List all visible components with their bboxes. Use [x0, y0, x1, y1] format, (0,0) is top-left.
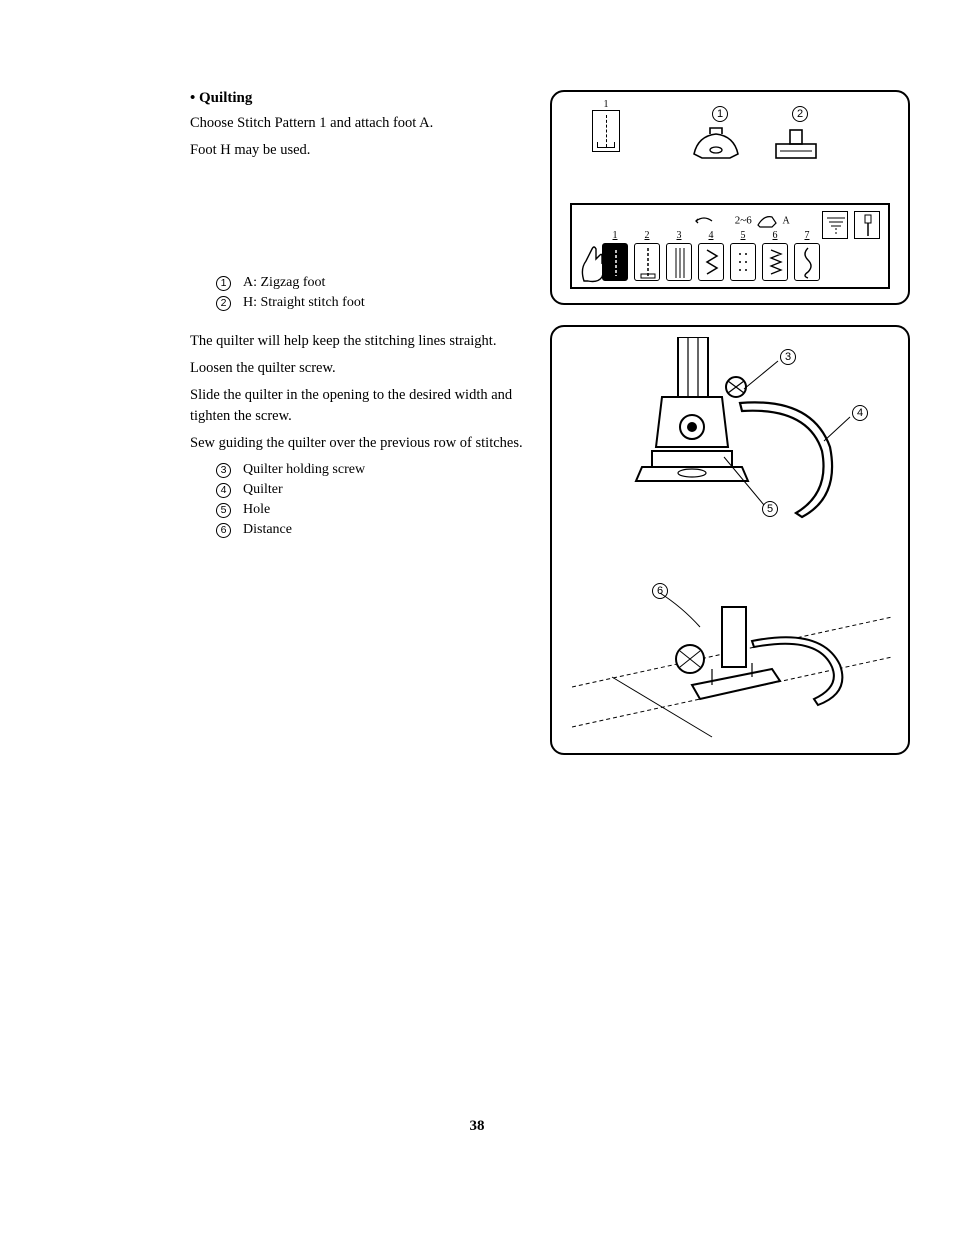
- quilting-distance-drawing: [572, 577, 892, 747]
- mini-foot-icon: [754, 211, 782, 231]
- stitch-number: 4: [699, 230, 723, 241]
- legend-text: Distance: [243, 522, 292, 538]
- legend-row: 1 A: Zigzag foot: [216, 275, 535, 291]
- stitch-number: 7: [795, 230, 819, 241]
- stitch-indicator-icon: 1: [592, 110, 620, 152]
- circled-number: 6: [216, 523, 231, 538]
- paragraph: Sew guiding the quilter over the previou…: [190, 433, 535, 454]
- legend-text: Quilter: [243, 482, 283, 498]
- legend-row: 5 Hole: [216, 502, 535, 518]
- presser-bar-drawing: [592, 337, 872, 557]
- stitch-pattern-box: 6: [762, 243, 788, 281]
- stitch-pattern-box: 2: [634, 243, 660, 281]
- legend-row: 3 Quilter holding screw: [216, 462, 535, 478]
- legend-row: 4 Quilter: [216, 482, 535, 498]
- page-number: 38: [0, 1118, 954, 1135]
- stitch-number: 6: [763, 230, 787, 241]
- text-column: Quilting Choose Stitch Pattern 1 and att…: [190, 90, 535, 548]
- section-heading: Quilting: [190, 90, 535, 107]
- stitch-number: 2: [635, 230, 659, 241]
- legend-row: 2 H: Straight stitch foot: [216, 295, 535, 311]
- stitch-panel: 2~6 A 1234567: [570, 203, 890, 289]
- intro-line-1: Choose Stitch Pattern 1 and attach foot …: [190, 113, 535, 134]
- circled-number: 1: [216, 276, 231, 291]
- figure-stitch-selection: 1 2 1: [550, 90, 910, 305]
- needle-box-icon: [854, 211, 880, 239]
- tension-box-icon: [822, 211, 848, 239]
- circled-number: 2: [216, 296, 231, 311]
- stitch-number: 5: [731, 230, 755, 241]
- paragraph: Loosen the quilter screw.: [190, 358, 535, 379]
- figure-column: 1 2 1: [550, 90, 910, 775]
- callout-2: 2: [792, 106, 808, 122]
- tension-icons: [822, 211, 880, 239]
- legend-text: A: Zigzag foot: [243, 275, 325, 291]
- stitch-pattern-box: 1: [602, 243, 628, 281]
- range-area: 2~6 A: [692, 211, 790, 231]
- circled-number: 3: [216, 463, 231, 478]
- legend-text: H: Straight stitch foot: [243, 295, 365, 311]
- callout-1: 1: [712, 106, 728, 122]
- stitch-number: 1: [603, 230, 627, 241]
- figure-quilter-assembly: 3 4 5 6: [550, 325, 910, 755]
- legend-text: Quilter holding screw: [243, 462, 365, 478]
- legend-bottom: 3 Quilter holding screw 4 Quilter 5 Hole 6 Dist…: [216, 462, 535, 538]
- stitch-pattern-box: 5: [730, 243, 756, 281]
- paragraph: Slide the quilter in the opening to the …: [190, 385, 535, 427]
- zigzag-foot-icon: [690, 126, 742, 164]
- stitch-number: 3: [667, 230, 691, 241]
- stitch-pattern-box: 7: [794, 243, 820, 281]
- straight-foot-icon: [770, 126, 822, 164]
- legend-top: 1 A: Zigzag foot 2 H: Straight stitch foot: [216, 275, 535, 311]
- stitch-pattern-box: 3: [666, 243, 692, 281]
- legend-row: 6 Distance: [216, 522, 535, 538]
- circled-number: 4: [216, 483, 231, 498]
- intro-line-2: Foot H may be used.: [190, 140, 535, 161]
- paragraph: The quilter will help keep the stitching…: [190, 331, 535, 352]
- circled-number: 5: [216, 503, 231, 518]
- legend-text: Hole: [243, 502, 270, 518]
- stitch-row: 1234567: [602, 243, 820, 281]
- stitch-pattern-box: 4: [698, 243, 724, 281]
